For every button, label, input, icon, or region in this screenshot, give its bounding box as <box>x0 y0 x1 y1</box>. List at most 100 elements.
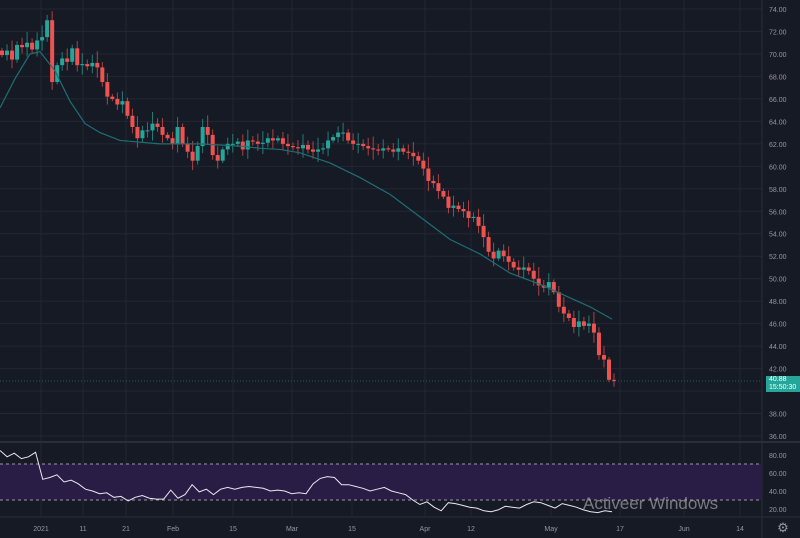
candle <box>501 244 506 262</box>
candle-body <box>60 58 65 66</box>
candle-body <box>546 282 551 288</box>
price-tick-label: 54.00 <box>769 232 787 239</box>
candle <box>205 115 210 146</box>
candle-body <box>290 146 295 148</box>
candle-body <box>501 250 506 257</box>
candle-body <box>361 143 366 147</box>
candle <box>551 279 556 295</box>
candle <box>280 131 285 150</box>
candle <box>160 117 165 143</box>
candle <box>311 141 316 159</box>
candle <box>521 256 526 280</box>
candle-body <box>571 318 576 328</box>
candle-body <box>100 67 105 83</box>
candle <box>441 188 446 200</box>
time-tick-label: May <box>544 526 558 533</box>
time-tick-label: 21 <box>122 526 130 533</box>
price-tick-label: 62.00 <box>769 142 787 149</box>
candle-body <box>65 58 70 62</box>
candle <box>230 133 235 153</box>
price-tick-label: 42.00 <box>769 367 787 374</box>
time-tick-label: 12 <box>467 526 475 533</box>
price-tick-label: 64.00 <box>769 119 787 126</box>
candle <box>601 346 606 368</box>
candle-body <box>396 148 401 152</box>
bar-countdown: 15:50:30 <box>769 384 797 391</box>
candle-body <box>260 142 265 144</box>
candle <box>591 311 596 343</box>
candle <box>581 316 586 330</box>
candle <box>446 190 451 214</box>
time-tick-label: Jun <box>678 526 689 533</box>
candle <box>536 266 541 296</box>
price-tick-label: 36.00 <box>769 434 787 441</box>
candle <box>65 48 70 71</box>
candle <box>421 152 426 176</box>
price-tick-label: 56.00 <box>769 209 787 216</box>
candle-body <box>255 141 260 144</box>
candle-body <box>55 65 60 83</box>
price-tick-label: 66.00 <box>769 97 787 104</box>
candle <box>225 137 230 155</box>
candle <box>125 97 130 119</box>
candle <box>306 140 310 154</box>
candle <box>331 134 336 143</box>
candle <box>516 260 521 276</box>
price-tick-label: 46.00 <box>769 322 787 329</box>
candle-body <box>531 270 536 279</box>
candle <box>566 309 571 322</box>
candle-body <box>20 44 25 48</box>
candle-body <box>576 321 581 328</box>
candle <box>546 273 551 296</box>
candle <box>220 146 225 164</box>
candle-body <box>140 130 145 139</box>
candle-body <box>230 143 235 145</box>
rsi-tick-label: 60.00 <box>769 471 787 478</box>
candle <box>571 310 576 334</box>
candle <box>376 144 381 156</box>
candle-body <box>526 267 531 271</box>
candle-body <box>275 138 280 141</box>
candle-body <box>180 126 185 144</box>
candle <box>506 246 511 271</box>
candle-body <box>366 146 371 149</box>
candle-body <box>321 148 326 150</box>
price-tick-label: 38.00 <box>769 412 787 419</box>
candle <box>190 140 195 171</box>
candle <box>411 142 416 166</box>
candle-body <box>606 359 611 380</box>
settings-gear-icon[interactable]: ⚙ <box>777 520 789 535</box>
candle-body <box>331 137 336 141</box>
candle-body <box>386 148 391 150</box>
time-tick-label: Feb <box>167 526 179 533</box>
candle-body <box>351 140 356 144</box>
candle-body <box>30 42 35 50</box>
candle <box>371 136 376 160</box>
candle-body <box>461 209 466 212</box>
candle <box>361 139 366 151</box>
candle-body <box>591 323 596 333</box>
candle-body <box>476 216 481 226</box>
candle-body <box>265 138 270 143</box>
candle-body <box>536 278 541 286</box>
candle-body <box>596 332 601 356</box>
candle <box>326 131 331 157</box>
candle-body <box>175 126 180 144</box>
candle <box>215 146 220 169</box>
candle-body <box>311 149 316 152</box>
candle <box>10 40 15 69</box>
candle <box>170 131 175 150</box>
candle <box>511 258 516 271</box>
candle <box>290 142 295 151</box>
candle-body <box>356 143 361 145</box>
candle <box>416 151 421 165</box>
candle <box>341 122 346 142</box>
moving-average-line <box>0 51 613 320</box>
candle-body <box>200 126 205 147</box>
rsi-tick-label: 20.00 <box>769 507 787 514</box>
candle-body <box>300 144 305 149</box>
candle-body <box>601 355 606 360</box>
candle-body <box>511 261 516 268</box>
candle <box>195 141 200 165</box>
